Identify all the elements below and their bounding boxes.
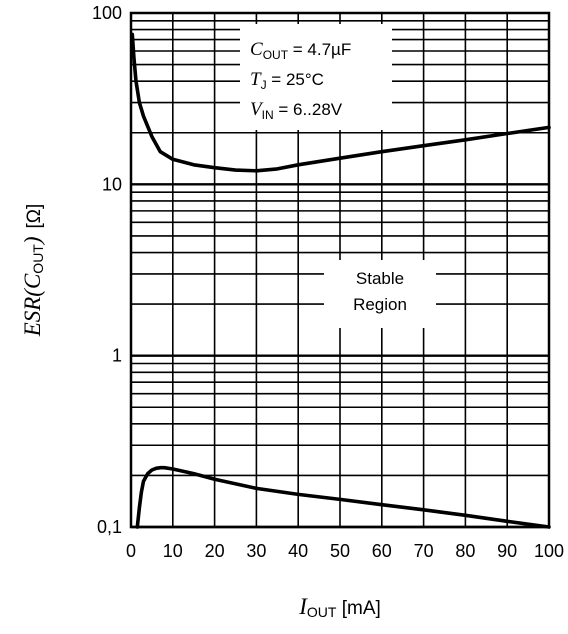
region-line-2: Region <box>353 295 407 314</box>
x-tick-label: 70 <box>414 541 434 561</box>
x-tick-label: 50 <box>330 541 350 561</box>
x-tick-label: 80 <box>455 541 475 561</box>
series-line-upper-limit <box>130 32 551 173</box>
x-tick-label: 10 <box>163 541 183 561</box>
y-tick-label: 100 <box>92 3 122 23</box>
condition-cout: COUT = 4.7µF <box>250 39 351 62</box>
y-tick-label: 0,1 <box>97 517 122 537</box>
y-tick-label: 1 <box>112 346 122 366</box>
x-tick-label: 90 <box>497 541 517 561</box>
y-tick-label: 10 <box>102 174 122 194</box>
stable-region-label: Stable Region <box>353 269 407 314</box>
series-line-lower-limit <box>135 465 551 529</box>
x-tick-label: 20 <box>205 541 225 561</box>
region-line-1: Stable <box>356 269 404 288</box>
x-tick-label: 0 <box>126 541 136 561</box>
region-box <box>324 260 436 328</box>
conditions-annotation: COUT = 4.7µF TJ = 25°C VIN = 6..28V <box>250 39 351 122</box>
conditions-box <box>240 24 392 130</box>
condition-vin: VIN = 6..28V <box>250 99 343 122</box>
y-axis-label: ESR(COUT)[Ω] <box>20 204 46 338</box>
x-tick-label: 100 <box>534 541 564 561</box>
x-tick-label: 40 <box>288 541 308 561</box>
plot-frame <box>129 11 551 529</box>
tick-labels: 0 10 20 30 40 50 60 70 80 90 100 0,1 1 10 100 <box>92 3 564 561</box>
condition-tj: TJ = 25°C <box>250 69 324 92</box>
curves <box>130 32 551 529</box>
x-tick-label: 60 <box>372 541 392 561</box>
x-tick-label: 30 <box>246 541 266 561</box>
x-axis-label: IOUT [mA] <box>298 594 381 620</box>
